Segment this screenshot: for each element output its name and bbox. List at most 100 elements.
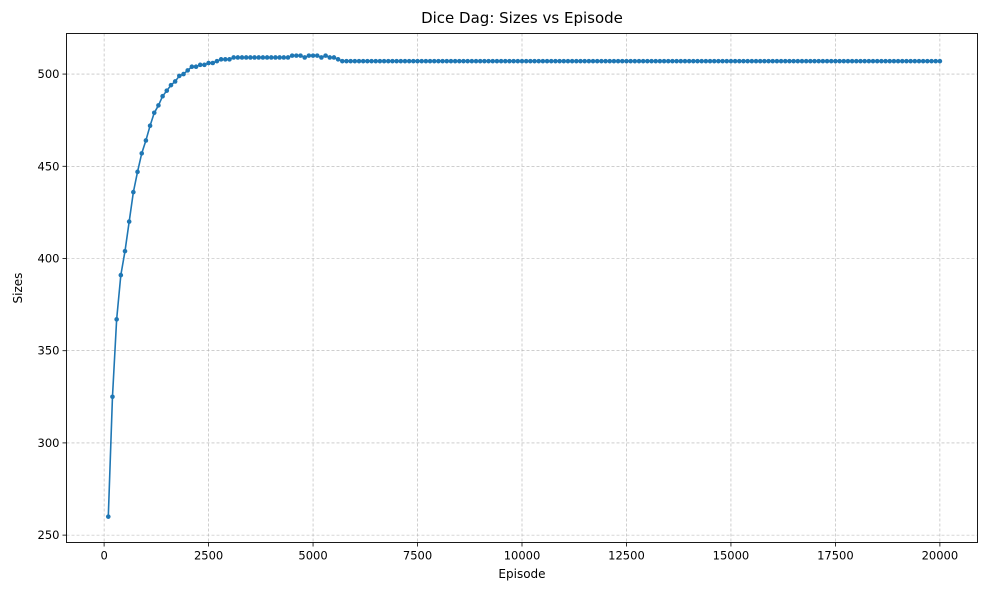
data-point xyxy=(515,58,521,64)
data-point xyxy=(937,58,943,64)
data-point xyxy=(799,58,805,64)
x-axis-label: Episode xyxy=(498,567,545,581)
data-point xyxy=(360,58,366,64)
data-point xyxy=(490,58,496,64)
data-point xyxy=(319,55,324,60)
data-point xyxy=(448,58,454,64)
data-point xyxy=(879,58,884,64)
data-point xyxy=(210,60,216,66)
data-point xyxy=(887,58,893,64)
data-point xyxy=(929,58,934,64)
y-tick-label: 250 xyxy=(38,528,60,542)
data-point xyxy=(181,71,186,77)
data-point xyxy=(737,58,742,64)
x-tick-label: 7500 xyxy=(403,549,432,563)
data-point xyxy=(845,58,851,64)
data-point xyxy=(565,58,571,64)
data-point xyxy=(218,57,224,62)
y-axis-ticks: 250 300 350 400 450 500 xyxy=(38,67,67,542)
data-point xyxy=(532,58,537,64)
data-point xyxy=(636,58,642,64)
data-point xyxy=(670,58,675,64)
data-point xyxy=(870,58,876,64)
data-point xyxy=(151,110,157,116)
data-point xyxy=(160,93,165,99)
data-point xyxy=(202,62,207,68)
data-point xyxy=(899,58,905,64)
series-group xyxy=(105,53,943,519)
data-point xyxy=(352,58,358,64)
data-point xyxy=(118,272,124,278)
data-point xyxy=(197,62,203,68)
data-point xyxy=(461,58,466,64)
data-point xyxy=(411,58,416,64)
data-point xyxy=(231,55,236,60)
data-point xyxy=(340,58,345,64)
data-point xyxy=(770,58,776,64)
data-point xyxy=(415,58,420,64)
data-point xyxy=(507,58,512,64)
data-point xyxy=(812,58,817,64)
data-point xyxy=(695,58,700,64)
data-point xyxy=(599,58,604,64)
data-point xyxy=(385,58,391,64)
data-point xyxy=(578,58,583,64)
data-point xyxy=(172,79,178,84)
data-point xyxy=(557,58,562,64)
data-point xyxy=(423,58,429,64)
data-point xyxy=(348,58,353,64)
data-point xyxy=(883,58,888,64)
data-point xyxy=(281,55,287,60)
data-point xyxy=(406,58,412,64)
data-point xyxy=(561,58,567,64)
data-point xyxy=(791,58,796,64)
data-point xyxy=(168,82,174,88)
data-point xyxy=(486,58,491,64)
data-point xyxy=(574,58,579,64)
data-point xyxy=(745,58,750,64)
data-point xyxy=(381,58,387,64)
data-point xyxy=(728,58,734,64)
data-point xyxy=(498,58,504,64)
data-point xyxy=(323,53,328,58)
data-point xyxy=(762,58,767,64)
data-point xyxy=(248,55,253,60)
data-point xyxy=(833,58,838,64)
data-point xyxy=(653,58,659,64)
data-point xyxy=(164,88,170,93)
data-point xyxy=(678,58,684,64)
data-point xyxy=(306,53,312,58)
data-point xyxy=(239,55,245,60)
data-point xyxy=(511,58,516,64)
data-point xyxy=(427,58,433,64)
data-point xyxy=(502,58,508,64)
data-point xyxy=(243,55,249,60)
data-point xyxy=(419,58,425,64)
data-point xyxy=(699,58,704,64)
data-point xyxy=(369,58,374,64)
data-point xyxy=(607,58,613,64)
data-point xyxy=(482,58,487,64)
data-point xyxy=(619,58,625,64)
x-tick-label: 12500 xyxy=(608,549,645,563)
data-point xyxy=(477,58,483,64)
data-point xyxy=(837,58,842,64)
data-point xyxy=(824,58,830,64)
data-point xyxy=(933,58,939,64)
data-point xyxy=(310,53,316,58)
data-point xyxy=(732,58,738,64)
data-point xyxy=(741,58,746,64)
data-point xyxy=(766,58,771,64)
data-point xyxy=(645,58,650,64)
data-point xyxy=(277,55,282,60)
data-point xyxy=(285,55,291,60)
data-point xyxy=(356,58,362,64)
data-point xyxy=(582,58,587,64)
data-point xyxy=(264,55,270,60)
data-point xyxy=(256,55,262,60)
data-point xyxy=(135,169,140,175)
data-point xyxy=(803,58,809,64)
x-tick-label: 15000 xyxy=(713,549,750,563)
data-point xyxy=(649,58,654,64)
